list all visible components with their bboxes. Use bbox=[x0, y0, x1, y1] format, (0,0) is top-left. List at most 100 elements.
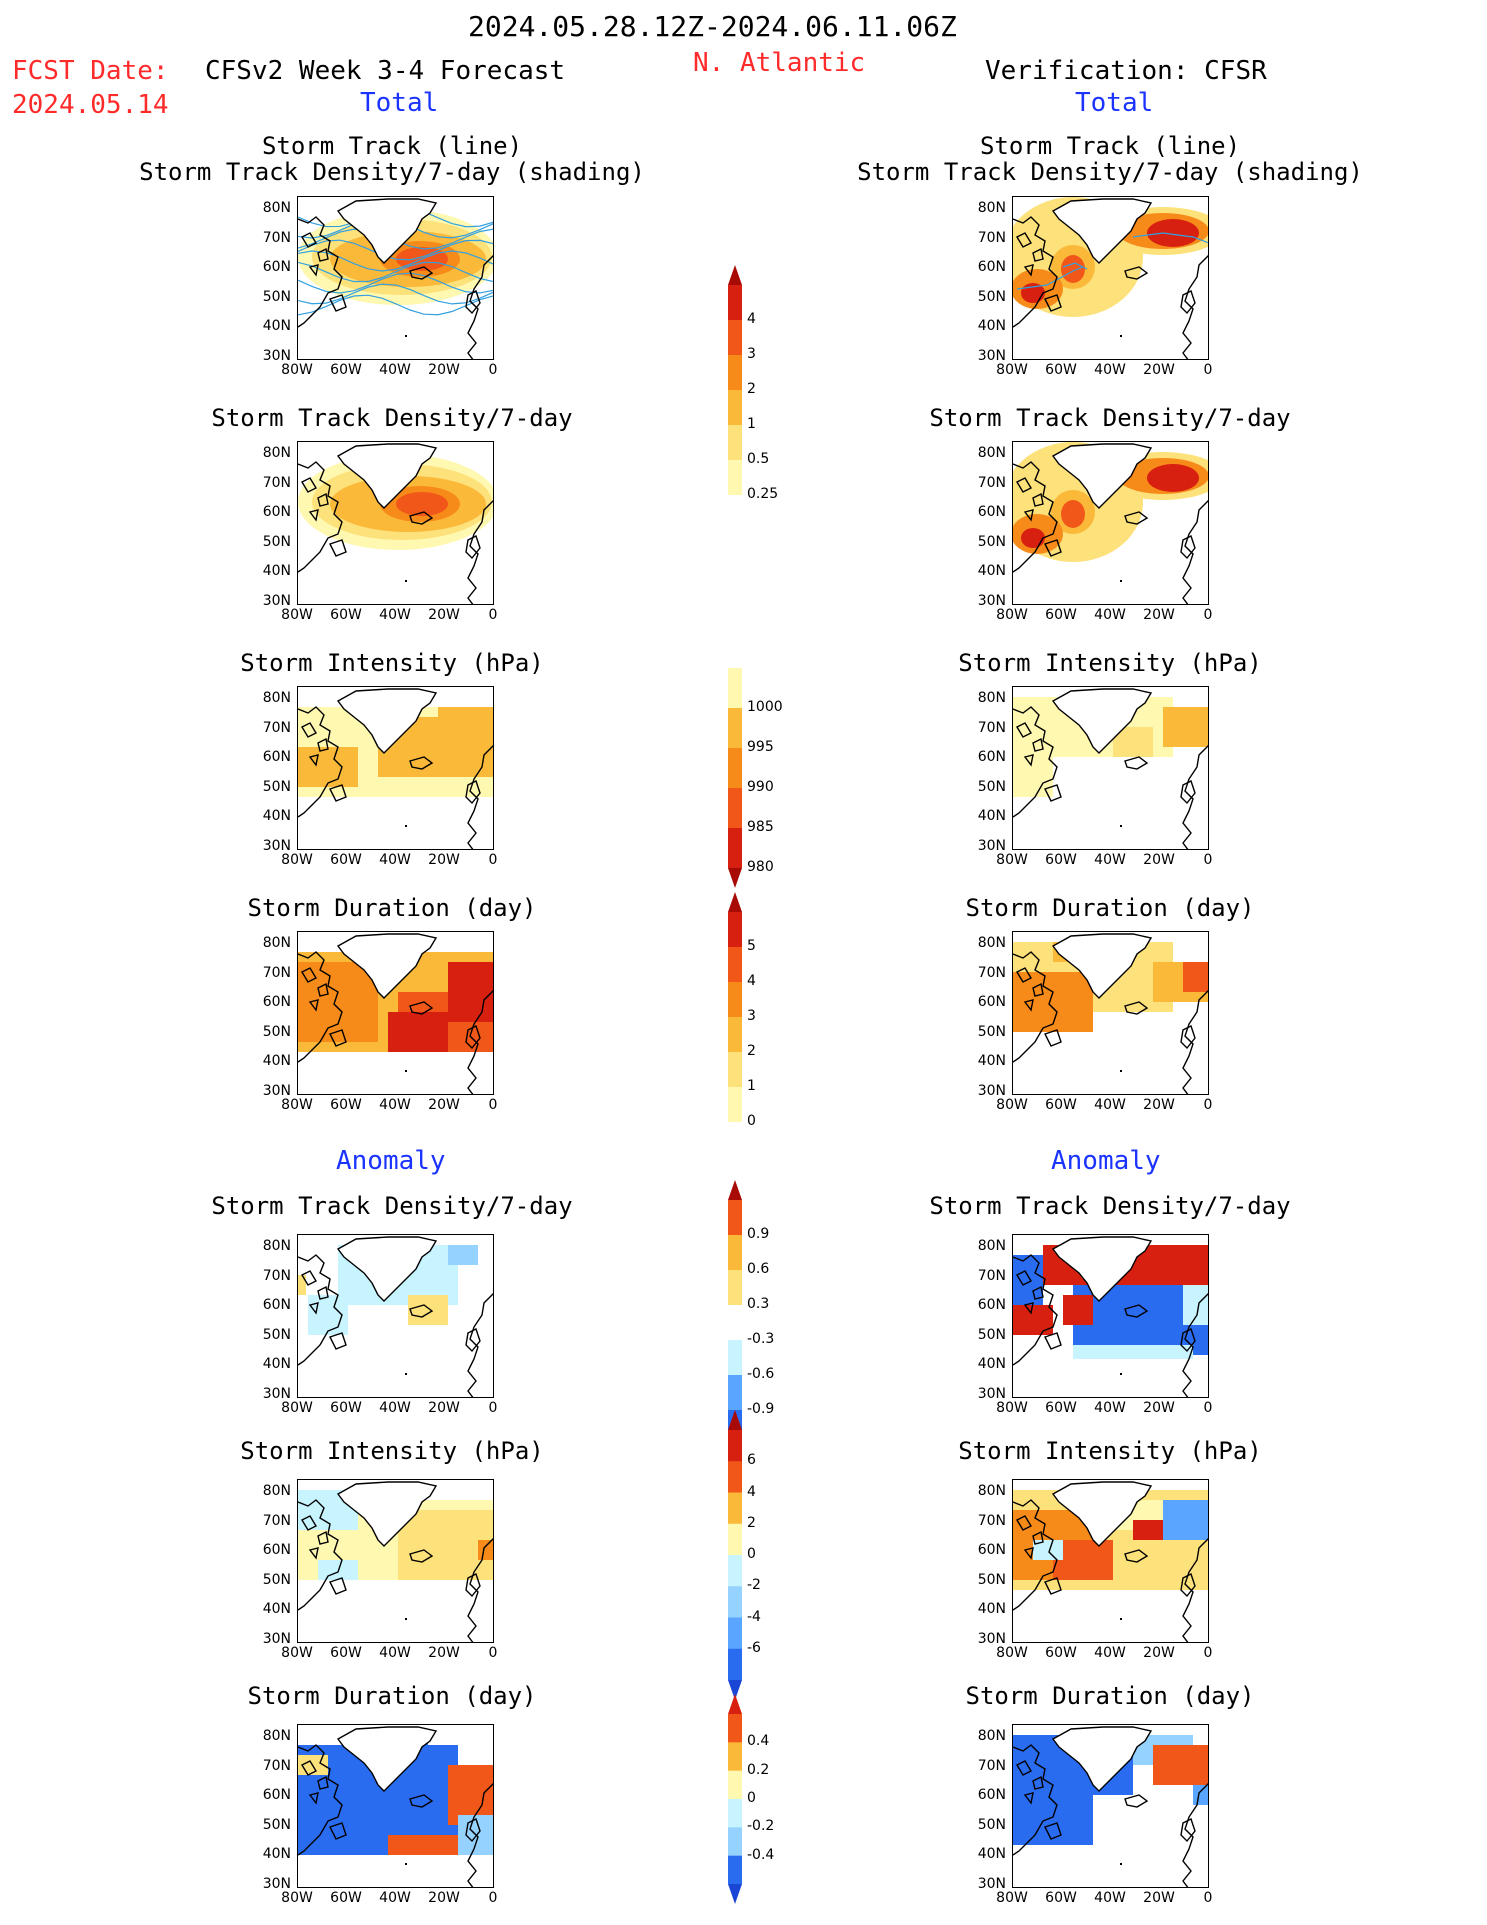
colorbar-swatch bbox=[728, 495, 742, 531]
colorbar-tick-label: 4 bbox=[747, 973, 756, 989]
map-panel-forecast-7 bbox=[297, 1724, 494, 1888]
colorbar-swatch bbox=[728, 320, 742, 356]
grid-cell bbox=[398, 782, 458, 794]
colorbar-intensity-total bbox=[727, 648, 743, 888]
map-panel-forecast-3-svg bbox=[298, 688, 493, 849]
section-total-right: Total bbox=[1075, 88, 1154, 118]
colorbar-swatch bbox=[728, 1799, 742, 1828]
title-duration-left: Storm Duration (day) bbox=[247, 894, 537, 922]
lat-tick-label: 50N bbox=[977, 533, 1006, 550]
coastline bbox=[1180, 290, 1196, 315]
azores-dot bbox=[405, 335, 407, 337]
lat-tick-label: 60N bbox=[262, 1787, 291, 1803]
lon-tick-label: 40W bbox=[379, 1645, 411, 1661]
colorbar-tick-label: -0.3 bbox=[747, 1331, 775, 1347]
azores-dot bbox=[1120, 1863, 1122, 1865]
lon-tick-label: 0 bbox=[488, 1400, 498, 1416]
coastline bbox=[301, 232, 329, 277]
colorbar-tick-label: 2 bbox=[747, 1043, 756, 1059]
colorbar-swatch bbox=[728, 1430, 742, 1462]
lat-tick-label: 30N bbox=[262, 347, 291, 364]
colorbar-swatch bbox=[728, 425, 742, 461]
azores-dot bbox=[405, 1863, 407, 1865]
lat-tick-label: 30N bbox=[977, 1082, 1006, 1099]
lat-tick-label: 70N bbox=[262, 1757, 291, 1774]
lat-tick-label: 80N bbox=[977, 690, 1006, 706]
grid-cell bbox=[1133, 1520, 1163, 1540]
map-panel-verification-4-svg bbox=[1013, 933, 1208, 1094]
colorbar-tick-label: 3 bbox=[747, 1008, 756, 1024]
azores-dot bbox=[405, 825, 407, 827]
colorbar-swatch bbox=[728, 1555, 742, 1587]
lon-tick-label: 40W bbox=[379, 1097, 411, 1113]
lon-tick-label: 60W bbox=[1045, 1097, 1077, 1113]
map-panel-verification-3 bbox=[1012, 686, 1209, 850]
coastline bbox=[336, 1481, 438, 1547]
lat-tick-label: 40N bbox=[977, 563, 1006, 579]
lon-tick-label: 60W bbox=[1045, 1400, 1077, 1416]
map-panel-verification-5-svg bbox=[1013, 1236, 1208, 1397]
coastline bbox=[329, 1029, 347, 1047]
colorbar-duration-total bbox=[727, 892, 743, 1177]
coastline bbox=[409, 1794, 434, 1808]
coastline bbox=[1013, 1499, 1058, 1611]
section-anomaly-right: Anomaly bbox=[1051, 1146, 1161, 1176]
coastline bbox=[298, 461, 343, 573]
colorbar-swatch bbox=[728, 1461, 742, 1493]
colorbar-swatch bbox=[728, 1617, 742, 1650]
lon-tick-label: 80W bbox=[996, 1400, 1028, 1416]
colorbar-arrow-top bbox=[728, 648, 742, 668]
coastline bbox=[1044, 784, 1062, 802]
coastline bbox=[301, 1760, 329, 1805]
colorbar-swatch bbox=[728, 668, 742, 709]
lat-tick-label: 50N bbox=[977, 1816, 1006, 1833]
colorbar-swatch bbox=[728, 1235, 742, 1271]
title-duration-anom-right: Storm Duration (day) bbox=[965, 1682, 1255, 1710]
coastline bbox=[1180, 1328, 1196, 1353]
coastline bbox=[1051, 198, 1153, 264]
shading-blob bbox=[396, 492, 448, 516]
lat-tick-label: 30N bbox=[262, 592, 291, 609]
colorbar-arrow-bottom bbox=[728, 1884, 742, 1904]
lat-tick-label: 60N bbox=[262, 504, 291, 520]
coastline bbox=[329, 1332, 347, 1350]
colorbar-swatch bbox=[728, 285, 742, 321]
colorbar-tick-label: 990 bbox=[747, 779, 774, 795]
coastline bbox=[409, 511, 434, 525]
colorbar-tick-label: 2 bbox=[747, 381, 756, 397]
lon-tick-label: 40W bbox=[379, 362, 411, 378]
colorbar-swatch bbox=[728, 390, 742, 426]
title-duration-right: Storm Duration (day) bbox=[965, 894, 1255, 922]
lon-tick-label: 0 bbox=[1203, 1097, 1213, 1113]
title-track-line-left: Storm Track (line) bbox=[261, 132, 523, 160]
colorbar-arrow-top bbox=[728, 1410, 742, 1430]
lon-tick-label: 40W bbox=[1094, 1645, 1126, 1661]
lon-tick-label: 0 bbox=[1203, 852, 1213, 868]
model-title: CFSv2 Week 3-4 Forecast bbox=[205, 56, 566, 86]
lat-tick-label: 50N bbox=[262, 1571, 291, 1588]
lon-tick-label: 40W bbox=[1094, 1097, 1126, 1113]
coastline bbox=[301, 722, 329, 767]
map-panel-forecast-1 bbox=[297, 196, 494, 360]
colorbar-tick-label: 0.3 bbox=[747, 1296, 770, 1312]
coastline bbox=[1182, 1783, 1208, 1887]
lon-tick-label: 80W bbox=[281, 1400, 313, 1416]
azores-dot bbox=[1120, 825, 1122, 827]
map-panel-forecast-3 bbox=[297, 686, 494, 850]
coastline bbox=[1051, 443, 1153, 509]
grid-cell bbox=[448, 1245, 478, 1265]
lon-tick-label: 40W bbox=[1094, 1890, 1126, 1906]
coastline bbox=[1124, 511, 1149, 525]
colorbar-tick-label: -0.4 bbox=[747, 1846, 775, 1863]
map-panel-verification-2-svg bbox=[1013, 442, 1208, 604]
lat-tick-label: 80N bbox=[262, 690, 291, 706]
lat-tick-label: 50N bbox=[977, 1326, 1006, 1343]
map-panel-forecast-4-svg bbox=[298, 933, 493, 1094]
colorbar-tick-label: 1 bbox=[747, 1078, 756, 1094]
colorbar-swatch bbox=[728, 748, 742, 789]
colorbar-tick-label: -0.9 bbox=[747, 1401, 775, 1417]
lat-tick-label: 80N bbox=[262, 200, 291, 216]
coastline bbox=[329, 294, 347, 312]
colorbar-tick-label: 0.5 bbox=[747, 451, 770, 467]
lat-tick-label: 40N bbox=[262, 1356, 291, 1372]
